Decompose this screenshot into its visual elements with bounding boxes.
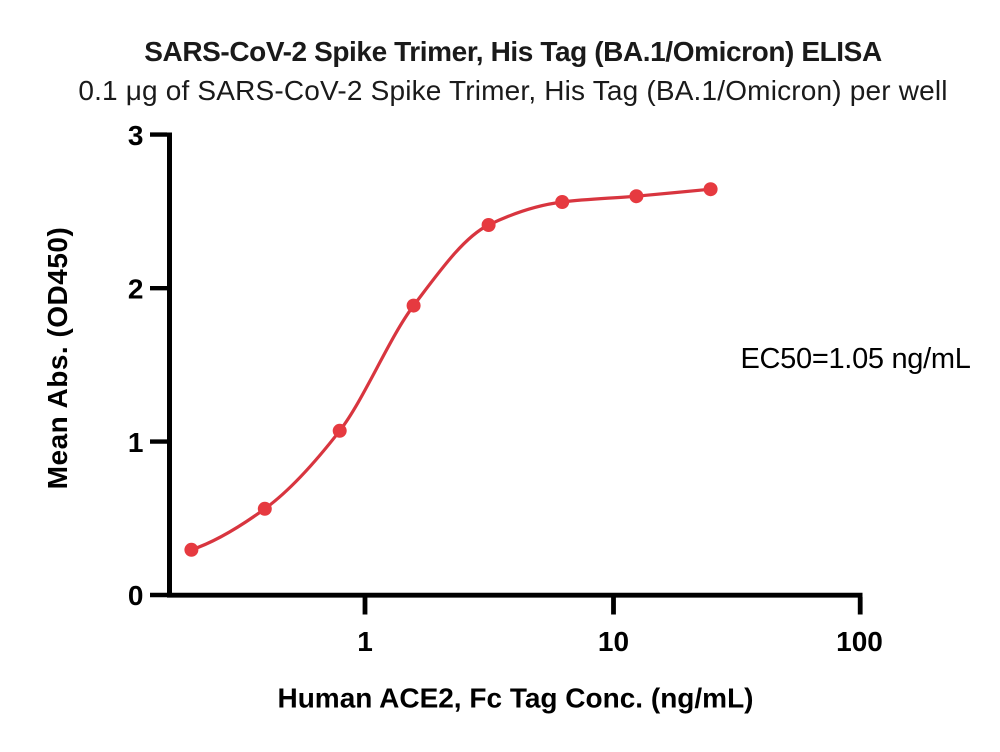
- svg-text:2: 2: [128, 273, 144, 304]
- svg-text:0.1 μg of SARS-CoV-2 Spike Tri: 0.1 μg of SARS-CoV-2 Spike Trimer, His T…: [78, 75, 947, 106]
- svg-text:1: 1: [357, 626, 373, 657]
- svg-text:0: 0: [128, 580, 144, 611]
- svg-text:Human ACE2, Fc Tag Conc. (ng/m: Human ACE2, Fc Tag Conc. (ng/mL): [277, 683, 753, 714]
- svg-text:100: 100: [836, 626, 883, 657]
- svg-text:EC50=1.05 ng/mL: EC50=1.05 ng/mL: [741, 343, 971, 375]
- svg-text:SARS-CoV-2 Spike Trimer, His T: SARS-CoV-2 Spike Trimer, His Tag (BA.1/O…: [144, 36, 882, 67]
- svg-text:3: 3: [128, 120, 144, 151]
- svg-text:10: 10: [598, 626, 629, 657]
- svg-text:1: 1: [128, 427, 144, 458]
- svg-text:Mean Abs. (OD450): Mean Abs. (OD450): [42, 227, 73, 490]
